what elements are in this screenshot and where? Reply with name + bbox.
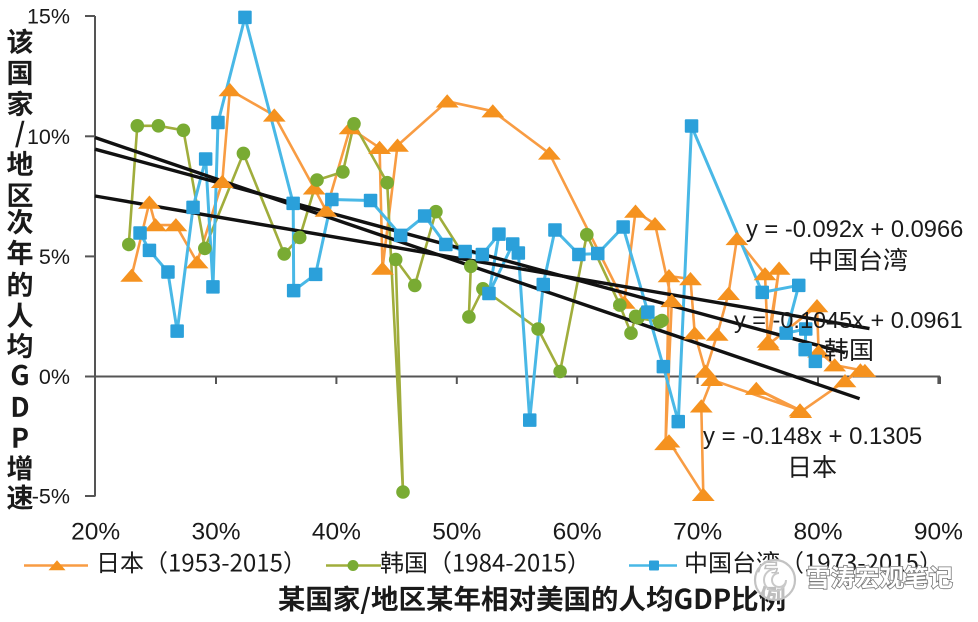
svg-text:0%: 0% <box>39 365 70 389</box>
svg-text:80%: 80% <box>793 519 842 546</box>
svg-text:40%: 40% <box>312 519 361 546</box>
svg-text:20%: 20% <box>71 519 120 546</box>
svg-text:15%: 15% <box>27 5 70 29</box>
svg-text:30%: 30% <box>191 519 240 546</box>
svg-text:y = -0.092x + 0.0966: y = -0.092x + 0.0966 <box>746 217 963 243</box>
svg-text:-5%: -5% <box>32 485 70 509</box>
svg-text:y = -0.148x + 0.1305: y = -0.148x + 0.1305 <box>703 423 922 450</box>
svg-text:60%: 60% <box>553 519 602 546</box>
svg-text:70%: 70% <box>673 519 722 546</box>
svg-text:y = -0.1045x + 0.0961: y = -0.1045x + 0.0961 <box>734 307 963 333</box>
svg-text:5%: 5% <box>39 245 70 269</box>
svg-text:50%: 50% <box>432 519 481 546</box>
svg-text:90%: 90% <box>914 519 963 546</box>
svg-text:10%: 10% <box>27 125 70 149</box>
